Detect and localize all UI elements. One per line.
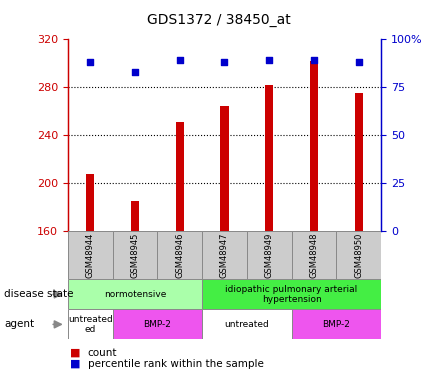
Bar — [176, 122, 184, 231]
Text: idiopathic pulmonary arterial
hypertension: idiopathic pulmonary arterial hypertensi… — [226, 285, 358, 304]
FancyBboxPatch shape — [68, 231, 113, 279]
Text: GSM48948: GSM48948 — [310, 232, 318, 278]
Bar — [220, 106, 229, 231]
Point — [221, 59, 228, 65]
FancyBboxPatch shape — [157, 231, 202, 279]
Text: GDS1372 / 38450_at: GDS1372 / 38450_at — [147, 13, 291, 27]
FancyBboxPatch shape — [247, 231, 292, 279]
Bar — [355, 93, 363, 231]
FancyBboxPatch shape — [113, 231, 157, 279]
Text: untreated
ed: untreated ed — [68, 315, 113, 334]
Bar — [131, 201, 139, 231]
FancyBboxPatch shape — [202, 279, 381, 309]
Point — [131, 69, 138, 75]
Text: ■: ■ — [70, 348, 81, 357]
Text: agent: agent — [4, 320, 35, 329]
Point — [87, 59, 94, 65]
Text: GSM48945: GSM48945 — [131, 232, 139, 278]
Bar — [310, 61, 318, 231]
Text: GSM48944: GSM48944 — [86, 232, 95, 278]
Text: disease state: disease state — [4, 290, 74, 299]
Text: BMP-2: BMP-2 — [143, 320, 171, 329]
FancyBboxPatch shape — [202, 309, 292, 339]
Point — [355, 59, 362, 65]
Bar — [265, 85, 273, 231]
Text: BMP-2: BMP-2 — [322, 320, 350, 329]
Text: GSM48950: GSM48950 — [354, 232, 363, 278]
Text: GSM48946: GSM48946 — [175, 232, 184, 278]
Text: percentile rank within the sample: percentile rank within the sample — [88, 359, 264, 369]
FancyBboxPatch shape — [336, 231, 381, 279]
Text: GSM48947: GSM48947 — [220, 232, 229, 278]
Point — [266, 57, 273, 63]
FancyBboxPatch shape — [292, 231, 336, 279]
Text: untreated: untreated — [224, 320, 269, 329]
FancyBboxPatch shape — [292, 309, 381, 339]
Text: GSM48949: GSM48949 — [265, 232, 274, 278]
FancyBboxPatch shape — [68, 279, 202, 309]
Text: ■: ■ — [70, 359, 81, 369]
Text: normotensive: normotensive — [104, 290, 166, 299]
Point — [311, 57, 318, 63]
Point — [176, 57, 183, 63]
FancyBboxPatch shape — [113, 309, 202, 339]
FancyBboxPatch shape — [68, 309, 113, 339]
FancyBboxPatch shape — [202, 231, 247, 279]
Bar — [86, 174, 94, 231]
Text: count: count — [88, 348, 117, 357]
